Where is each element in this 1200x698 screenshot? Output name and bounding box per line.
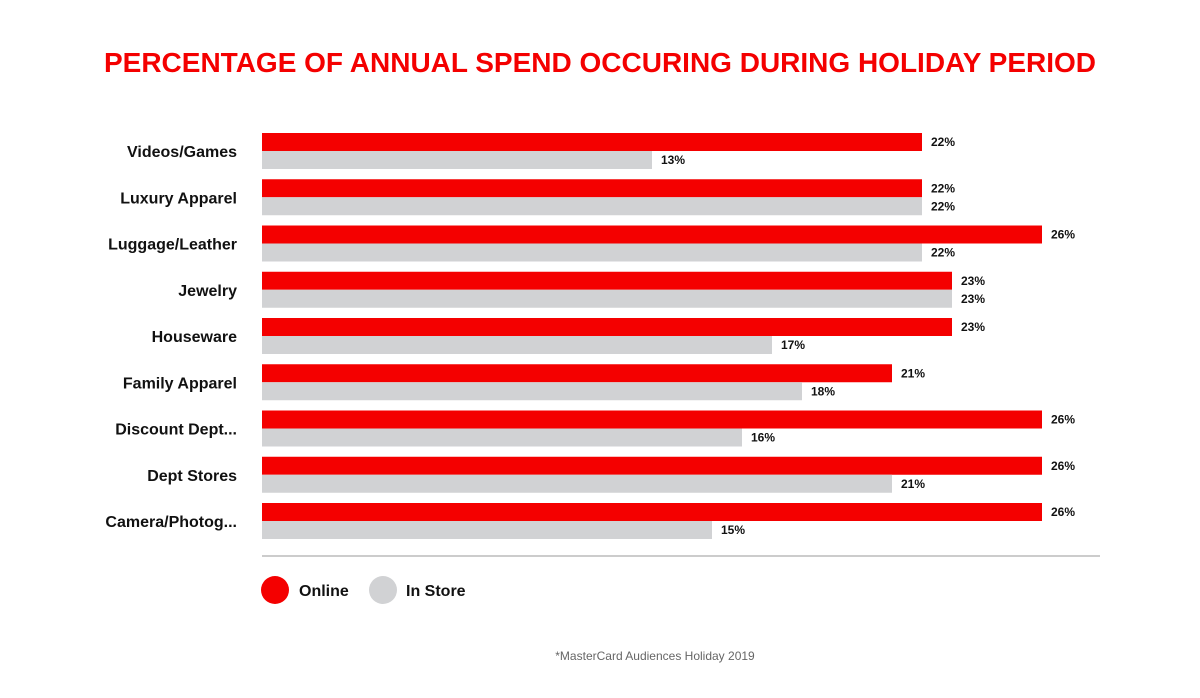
- data-label: 26%: [1051, 228, 1075, 242]
- bar-online: [262, 456, 1042, 475]
- bar-online: [262, 318, 952, 336]
- data-label: 26%: [1051, 505, 1075, 519]
- footnote: *MasterCard Audiences Holiday 2019: [555, 649, 755, 663]
- bar-online: [262, 225, 1042, 244]
- category-label: Jewelry: [178, 283, 237, 300]
- data-label: 26%: [1051, 459, 1075, 473]
- data-label: 22%: [931, 181, 955, 195]
- bar-in-store: [262, 197, 922, 216]
- data-label: 23%: [961, 320, 985, 334]
- bar-in-store: [262, 382, 802, 401]
- bar-in-store: [262, 428, 742, 447]
- category-label: Dept Stores: [147, 468, 237, 485]
- data-label: 15%: [721, 523, 745, 537]
- data-label: 22%: [931, 246, 955, 260]
- bar-online: [262, 410, 1042, 429]
- data-label: 22%: [931, 135, 955, 149]
- legend-label-in-store: In Store: [406, 583, 466, 600]
- data-label: 21%: [901, 366, 925, 380]
- category-label: Luxury Apparel: [120, 190, 237, 207]
- data-label: 18%: [811, 384, 835, 398]
- category-label: Luggage/Leather: [108, 237, 237, 254]
- category-label: Houseware: [152, 329, 237, 346]
- legend-swatch-in-store: [369, 576, 397, 604]
- category-label: Discount Dept...: [115, 422, 237, 439]
- legend: Online In Store: [261, 576, 466, 604]
- bar-online: [262, 364, 892, 383]
- bar-in-store: [262, 243, 922, 262]
- category-label: Videos/Games: [127, 144, 237, 161]
- legend-label-online: Online: [299, 583, 349, 600]
- bar-in-store: [262, 474, 892, 493]
- data-label: 17%: [781, 338, 805, 352]
- chart-title: PERCENTAGE OF ANNUAL SPEND OCCURING DURI…: [104, 47, 1096, 78]
- bar-in-store: [262, 336, 772, 354]
- bar-online: [262, 133, 922, 151]
- data-label: 26%: [1051, 413, 1075, 427]
- bar-in-store: [262, 151, 652, 169]
- data-label: 13%: [661, 153, 685, 167]
- legend-swatch-online: [261, 576, 289, 604]
- bar-in-store: [262, 521, 712, 539]
- data-label: 22%: [931, 199, 955, 213]
- data-label: 16%: [751, 431, 775, 445]
- category-label: Family Apparel: [123, 375, 237, 392]
- data-label: 21%: [901, 477, 925, 491]
- bar-in-store: [262, 289, 952, 308]
- bar-online: [262, 271, 952, 290]
- bar-online: [262, 179, 922, 198]
- category-label: Camera/Photog...: [105, 514, 237, 531]
- data-label: 23%: [961, 292, 985, 306]
- bar-online: [262, 503, 1042, 521]
- data-label: 23%: [961, 274, 985, 288]
